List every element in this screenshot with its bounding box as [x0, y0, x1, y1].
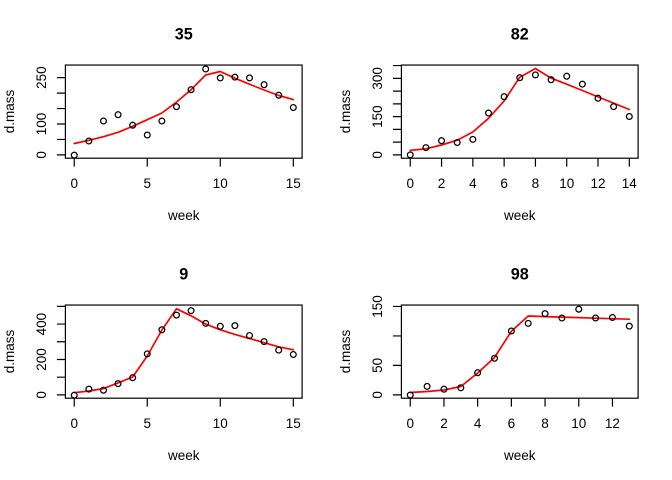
svg-text:12: 12 — [605, 416, 620, 431]
svg-text:50: 50 — [370, 358, 385, 373]
svg-text:8: 8 — [532, 176, 540, 191]
svg-text:400: 400 — [34, 313, 49, 336]
svg-text:6: 6 — [500, 176, 508, 191]
svg-text:d.mass: d.mass — [338, 329, 353, 373]
svg-text:0: 0 — [407, 416, 415, 431]
svg-text:300: 300 — [370, 67, 385, 90]
svg-text:82: 82 — [511, 26, 529, 44]
svg-text:250: 250 — [34, 66, 49, 89]
svg-text:0: 0 — [407, 176, 415, 191]
svg-text:d.mass: d.mass — [338, 89, 353, 133]
svg-text:10: 10 — [213, 176, 228, 191]
svg-text:4: 4 — [469, 176, 477, 191]
svg-text:5: 5 — [144, 176, 152, 191]
svg-text:week: week — [167, 448, 200, 463]
svg-text:200: 200 — [34, 348, 49, 371]
svg-text:150: 150 — [370, 105, 385, 128]
svg-text:15: 15 — [286, 176, 301, 191]
svg-text:0: 0 — [71, 176, 79, 191]
svg-text:2: 2 — [438, 176, 446, 191]
svg-text:0: 0 — [71, 416, 79, 431]
svg-text:10: 10 — [213, 416, 228, 431]
svg-text:6: 6 — [508, 416, 516, 431]
svg-text:0: 0 — [34, 391, 49, 399]
svg-text:150: 150 — [370, 295, 385, 318]
svg-text:98: 98 — [511, 266, 529, 284]
svg-text:35: 35 — [175, 26, 193, 44]
svg-text:0: 0 — [34, 151, 49, 159]
svg-text:d.mass: d.mass — [2, 89, 17, 133]
svg-text:d.mass: d.mass — [2, 329, 17, 373]
svg-text:week: week — [167, 208, 200, 223]
svg-text:week: week — [503, 208, 536, 223]
svg-text:week: week — [503, 448, 536, 463]
svg-text:2: 2 — [440, 416, 448, 431]
svg-text:9: 9 — [179, 266, 188, 284]
svg-text:15: 15 — [286, 416, 301, 431]
svg-text:100: 100 — [34, 113, 49, 136]
svg-text:14: 14 — [622, 176, 638, 191]
svg-text:10: 10 — [559, 176, 574, 191]
svg-text:4: 4 — [474, 416, 482, 431]
svg-text:10: 10 — [571, 416, 586, 431]
svg-text:0: 0 — [370, 391, 385, 399]
svg-text:8: 8 — [541, 416, 549, 431]
svg-text:0: 0 — [370, 151, 385, 159]
svg-text:12: 12 — [590, 176, 605, 191]
svg-text:5: 5 — [144, 416, 152, 431]
